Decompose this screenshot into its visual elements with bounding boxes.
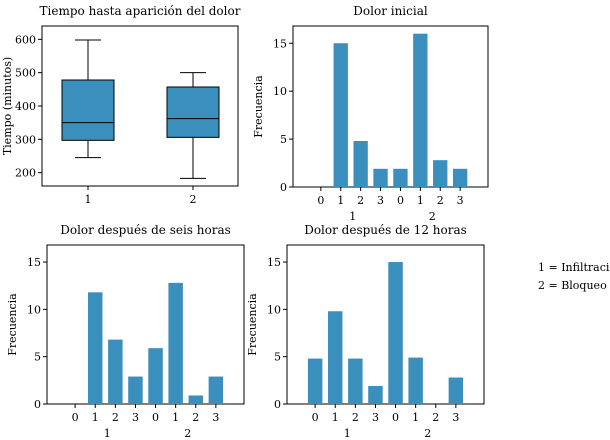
x-tick-label-0-0: 1 [85, 193, 92, 206]
y-tick-label-3-1: 5 [274, 351, 281, 364]
bar-1-2 [353, 141, 368, 187]
x-tick-label-3-0: 0 [312, 411, 319, 424]
y-tick-label-0-3: 500 [15, 67, 36, 80]
legend-bloqueo: 2 = Bloqueo [538, 279, 607, 292]
x-tick-label-1-0: 0 [317, 194, 324, 207]
bar-3-2 [348, 358, 363, 404]
bar-1-4 [393, 168, 408, 187]
y-tick-label-3-0: 0 [274, 398, 281, 411]
x-tick-label-1-6: 2 [437, 194, 444, 207]
y-axis-label-0: Tiempo (minutos) [1, 57, 14, 155]
y-tick-label-0-4: 600 [15, 33, 36, 46]
chart-title-2: Dolor después de seis horas [60, 223, 231, 237]
chart-title-1: Dolor inicial [353, 4, 428, 18]
bar-1-7 [452, 168, 468, 187]
bar-3-0 [307, 358, 323, 404]
bar-2-6 [188, 395, 203, 404]
y-axis-label-3: Frecuencia [246, 293, 259, 356]
x-tick-label-2-5: 1 [172, 411, 179, 424]
bar-1-6 [433, 160, 448, 187]
bar-1-1 [333, 43, 348, 187]
x-tick-label-1-1: 1 [337, 194, 344, 207]
plot-frame-1 [292, 25, 489, 188]
x-tick-label-3-7: 3 [452, 411, 459, 424]
x-tick-label-2-2: 2 [112, 411, 119, 424]
x-tick-label-3-3: 3 [372, 411, 379, 424]
bar-3-1 [328, 311, 343, 404]
bar-3-5 [408, 357, 423, 404]
y-axis-label-2: Frecuencia [6, 293, 19, 356]
x-tick-label-1-5: 1 [417, 194, 424, 207]
bar-1-5 [413, 33, 428, 187]
x-tick-label-3-1: 1 [332, 411, 339, 424]
x-tick-label-2-7: 3 [212, 411, 219, 424]
group-label-3-1: 2 [424, 427, 431, 440]
x-tick-label-3-6: 2 [432, 411, 439, 424]
y-tick-label-1-2: 10 [273, 85, 287, 98]
plot-frame-2 [46, 244, 245, 405]
x-tick-label-3-4: 0 [392, 411, 399, 424]
y-tick-label-1-0: 0 [280, 181, 287, 194]
y-tick-label-2-0: 0 [34, 398, 41, 411]
x-tick-label-2-6: 2 [192, 411, 199, 424]
box-body-1 [166, 86, 220, 138]
y-tick-label-3-2: 10 [267, 303, 281, 316]
bar-2-7 [208, 376, 224, 404]
x-tick-label-1-7: 3 [457, 194, 464, 207]
y-tick-label-1-1: 5 [280, 133, 287, 146]
x-tick-label-1-4: 0 [397, 194, 404, 207]
group-label-1-1: 2 [429, 210, 436, 223]
bar-3-3 [368, 386, 383, 404]
chart-title-3: Dolor después de 12 horas [304, 223, 467, 237]
bar-2-4 [148, 348, 163, 404]
bar-2-1 [88, 292, 103, 404]
box-body-0 [61, 79, 115, 141]
bar-2-5 [168, 282, 183, 404]
x-tick-label-3-2: 2 [352, 411, 359, 424]
y-tick-label-2-1: 5 [34, 351, 41, 364]
group-label-3-0: 1 [344, 427, 351, 440]
y-tick-label-1-3: 15 [273, 37, 287, 50]
group-label-2-0: 1 [104, 427, 111, 440]
x-tick-label-0-1: 2 [190, 193, 197, 206]
group-label-2-1: 2 [184, 427, 191, 440]
bar-2-3 [128, 376, 143, 404]
y-tick-label-2-3: 15 [27, 256, 41, 269]
legend-infiltracion: 1 = Infiltración [538, 261, 610, 274]
y-tick-label-0-1: 300 [15, 133, 36, 146]
x-tick-label-2-0: 0 [72, 411, 79, 424]
x-tick-label-2-1: 1 [92, 411, 99, 424]
bar-3-4 [388, 262, 403, 404]
y-tick-label-0-2: 400 [15, 100, 36, 113]
group-label-1-0: 1 [349, 210, 356, 223]
y-tick-label-0-0: 200 [15, 167, 36, 180]
x-tick-label-1-3: 3 [377, 194, 384, 207]
plot-frame-3 [286, 244, 485, 405]
x-tick-label-3-5: 1 [412, 411, 419, 424]
x-tick-label-1-2: 2 [357, 194, 364, 207]
bar-2-2 [108, 339, 123, 404]
x-tick-label-2-3: 3 [132, 411, 139, 424]
bar-3-7 [448, 377, 464, 404]
y-tick-label-2-2: 10 [27, 303, 41, 316]
chart-title-0: Tiempo hasta aparición del dolor [40, 4, 241, 18]
x-tick-label-2-4: 0 [152, 411, 159, 424]
y-axis-label-1: Frecuencia [252, 75, 265, 138]
y-tick-label-3-3: 15 [267, 256, 281, 269]
bar-1-3 [373, 168, 388, 187]
